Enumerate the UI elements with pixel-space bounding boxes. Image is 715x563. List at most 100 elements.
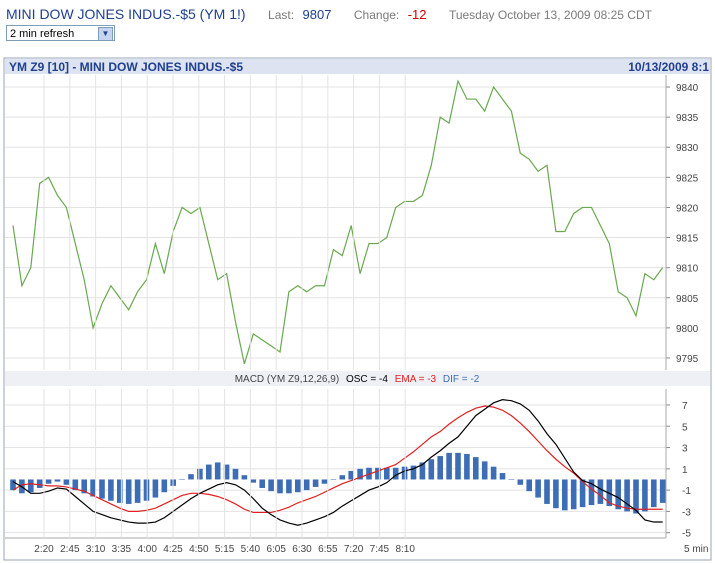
osc-bar — [579, 479, 586, 508]
osc-bar — [232, 468, 239, 480]
osc-bar — [375, 467, 381, 480]
price-tick-label: 9795 — [676, 354, 699, 365]
osc-bar — [633, 479, 639, 514]
chevron-down-icon[interactable]: ▼ — [98, 27, 113, 41]
macd-ema-label: EMA = -3 — [395, 374, 437, 385]
osc-bar — [152, 479, 159, 498]
osc-bar — [206, 464, 212, 480]
price-tick-label: 9815 — [676, 234, 699, 245]
macd-title: MACD (YM Z9,12,26,9) OSC = -4 EMA = -3 D… — [235, 374, 480, 385]
osc-bar — [410, 465, 417, 480]
osc-bar — [188, 474, 194, 480]
osc-bar — [446, 452, 452, 480]
osc-bar — [36, 479, 43, 488]
time-tick-label: 3:10 — [86, 544, 106, 555]
osc-bar — [464, 453, 470, 480]
osc-bar — [651, 479, 657, 508]
osc-bar — [241, 475, 248, 480]
price-tick-label: 9805 — [676, 294, 699, 305]
osc-bar — [90, 479, 96, 497]
macd-tick-label: 3 — [682, 444, 688, 455]
macd-tick-label: -5 — [682, 529, 691, 540]
price-tick-label: 9820 — [676, 203, 699, 214]
osc-bar — [428, 459, 435, 480]
osc-bar — [544, 479, 550, 504]
osc-bar — [490, 466, 497, 480]
osc-bar — [277, 479, 283, 494]
osc-bar — [401, 466, 408, 480]
osc-bar — [508, 479, 515, 480]
time-tick-label: 3:35 — [112, 544, 132, 555]
time-tick-label: 2:20 — [34, 544, 54, 555]
osc-bar — [72, 479, 79, 491]
time-tick-label: 4:00 — [137, 544, 157, 555]
osc-bar — [223, 464, 230, 480]
osc-bar — [125, 479, 132, 504]
time-unit-label: 5 min — [684, 544, 708, 555]
osc-bar — [642, 479, 648, 512]
macd-osc-label: OSC = -4 — [346, 374, 388, 385]
osc-bar — [615, 479, 621, 510]
price-panel: 9795 9800 9805 9810 9815 9820 9825 9830 9835 9840 — [5, 75, 699, 370]
chart-date: 10/13/2009 8:1 — [628, 60, 709, 74]
last-label: Last: — [268, 8, 295, 22]
chart-title: YM Z9 [10] - MINI DOW JONES INDUS.-$5 — [9, 60, 243, 74]
osc-bar — [481, 461, 488, 480]
osc-bar — [259, 479, 265, 488]
time-tick-label: 5:40 — [241, 544, 261, 555]
time-tick-label: 7:20 — [344, 544, 364, 555]
osc-bar — [419, 462, 426, 480]
osc-bar — [659, 479, 666, 503]
price-tick-label: 9835 — [676, 113, 699, 124]
macd-tick-label: 1 — [682, 465, 688, 476]
symbol-title: MINI DOW JONES INDUS.-$5 (YM 1!) — [6, 6, 246, 22]
osc-bar — [517, 479, 524, 485]
price-tick-label: 9825 — [676, 173, 699, 184]
change-label: Change: — [353, 8, 400, 22]
osc-bar — [588, 479, 595, 506]
macd-tick-label: 7 — [682, 401, 688, 412]
osc-bar — [437, 456, 443, 480]
osc-bar — [197, 468, 203, 480]
macd-dif-label: DIF = -2 — [443, 374, 480, 385]
time-tick-label: 2:45 — [60, 544, 80, 555]
osc-bar — [597, 479, 604, 504]
osc-bar — [526, 479, 532, 492]
osc-bar — [553, 479, 559, 509]
osc-bar — [473, 457, 479, 480]
time-axis: 2:20 2:45 3:10 3:35 4:00 4:25 4:50 5:15 5:40 6:05… — [5, 75, 708, 555]
osc-bar — [286, 479, 292, 494]
osc-bar — [45, 479, 52, 484]
time-tick-label: 6:30 — [292, 544, 312, 555]
osc-bar — [28, 479, 34, 493]
osc-bar — [117, 479, 123, 503]
osc-bar — [312, 479, 319, 487]
osc-bar — [392, 467, 399, 480]
quote-datetime: Tuesday October 13, 2009 08:25 CDT — [448, 8, 652, 22]
price-tick-label: 9840 — [676, 83, 699, 94]
time-tick-label: 8:10 — [395, 544, 415, 555]
osc-bar — [134, 479, 141, 503]
macd-tick-label: -3 — [682, 507, 691, 518]
osc-bar — [499, 473, 506, 480]
osc-bar — [99, 479, 105, 499]
refresh-interval-value: 2 min refresh — [10, 28, 75, 40]
osc-bar — [214, 462, 221, 480]
osc-bar — [295, 479, 301, 493]
refresh-interval-select[interactable]: 2 min refresh ▼ — [6, 25, 115, 41]
macd-tick-label: -1 — [682, 486, 691, 497]
osc-bar — [250, 479, 257, 483]
osc-bar — [348, 470, 354, 480]
price-tick-label: 9830 — [676, 143, 699, 154]
osc-bar — [143, 479, 150, 501]
osc-bar — [268, 479, 274, 492]
time-tick-label: 5:15 — [215, 544, 235, 555]
osc-bar — [10, 479, 16, 491]
osc-bar — [321, 479, 328, 484]
osc-bar — [108, 479, 114, 501]
time-tick-label: 4:25 — [163, 544, 183, 555]
osc-bar — [339, 475, 346, 480]
osc-bar — [570, 479, 577, 510]
quote-header: MINI DOW JONES INDUS.-$5 (YM 1!) Last: 9… — [6, 6, 711, 28]
